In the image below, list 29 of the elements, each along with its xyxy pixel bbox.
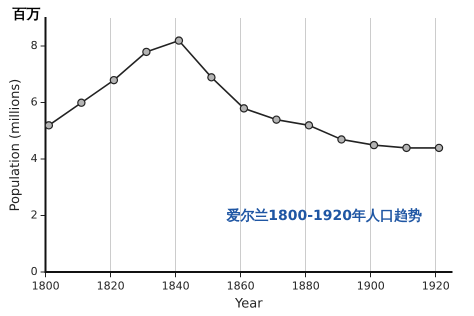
y-tick-label: 4 — [30, 152, 38, 166]
text: 百万 — [12, 6, 41, 23]
point — [304, 121, 314, 130]
x-tick-label: 1880 — [292, 280, 320, 293]
x-tick-label: 1840 — [162, 280, 190, 293]
annotation: 爱尔兰1800-1920年人口趋势 — [225, 206, 422, 224]
x-tick-label: 1900 — [356, 280, 385, 293]
point — [434, 144, 444, 152]
point — [402, 144, 411, 152]
point — [142, 48, 151, 56]
y-tick-label: 0 — [30, 265, 38, 278]
point — [207, 73, 216, 82]
x-tick-label: 1860 — [226, 280, 255, 293]
point — [370, 140, 378, 150]
point — [174, 36, 184, 45]
point — [46, 121, 54, 130]
x-tick-label: 1820 — [96, 280, 125, 293]
point — [110, 76, 118, 84]
x-tick-label: 1800 — [32, 280, 60, 293]
y-tick-label: 6 — [30, 96, 38, 109]
y-tick-label: 8 — [30, 39, 38, 52]
x-axis-title: Year — [234, 296, 264, 312]
point — [77, 98, 86, 107]
point — [240, 104, 248, 113]
x-tick-label: 1920 — [422, 280, 450, 293]
point — [272, 115, 281, 124]
point — [337, 135, 346, 144]
y-tick-label: 2 — [30, 208, 38, 222]
y-axis-title: Population (millions) — [8, 78, 24, 212]
